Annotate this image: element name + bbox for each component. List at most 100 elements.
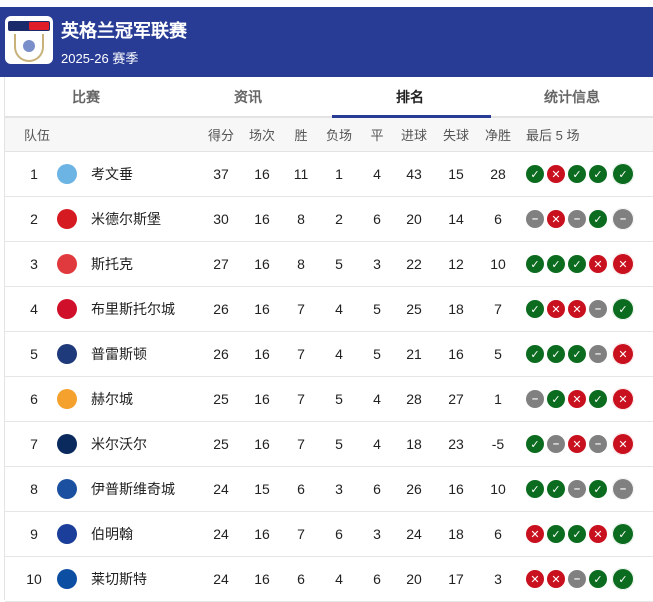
- loss-icon[interactable]: ✕: [589, 525, 607, 543]
- loss-icon[interactable]: ✕: [526, 525, 544, 543]
- win-icon[interactable]: ✓: [589, 570, 607, 588]
- draw-icon[interactable]: –: [547, 435, 565, 453]
- team-name[interactable]: 普雷斯顿: [91, 346, 147, 362]
- win-icon[interactable]: ✓: [568, 255, 586, 273]
- draw-icon[interactable]: –: [568, 210, 586, 228]
- draw-icon[interactable]: –: [612, 208, 634, 230]
- season-label: 2025-26 赛季: [61, 51, 139, 66]
- col-drawn: 平: [370, 128, 384, 143]
- win-icon[interactable]: ✓: [526, 345, 544, 363]
- win-icon[interactable]: ✓: [526, 435, 544, 453]
- loss-icon[interactable]: ✕: [547, 165, 565, 183]
- league-title: 英格兰冠军联赛: [61, 21, 187, 41]
- form-guide: – ✓ ✕ ✓ ✕: [526, 377, 634, 421]
- win-icon[interactable]: ✓: [526, 480, 544, 498]
- loss-icon[interactable]: ✕: [612, 253, 634, 275]
- cell-drawn: 6: [373, 211, 381, 227]
- win-icon[interactable]: ✓: [568, 165, 586, 183]
- team-name[interactable]: 伯明翰: [91, 526, 133, 542]
- cell-ga: 12: [448, 256, 464, 272]
- win-icon[interactable]: ✓: [547, 525, 565, 543]
- cell-gf: 22: [406, 256, 422, 272]
- loss-icon[interactable]: ✕: [612, 433, 634, 455]
- col-pts: 得分: [207, 128, 234, 143]
- team-name[interactable]: 米尔沃尔: [91, 436, 147, 452]
- tab-standings[interactable]: 排名: [329, 77, 491, 118]
- win-icon[interactable]: ✓: [589, 480, 607, 498]
- team-name[interactable]: 莱切斯特: [91, 571, 147, 587]
- loss-icon[interactable]: ✕: [568, 300, 586, 318]
- win-icon[interactable]: ✓: [526, 255, 544, 273]
- cell-won: 6: [297, 571, 305, 587]
- win-icon[interactable]: ✓: [612, 163, 634, 185]
- cell-rank: 7: [30, 436, 38, 452]
- team-badge-icon: [57, 164, 77, 184]
- team-name[interactable]: 赫尔城: [91, 391, 133, 407]
- win-icon[interactable]: ✓: [547, 255, 565, 273]
- cell-rank: 8: [30, 481, 38, 497]
- tab-stats[interactable]: 统计信息: [544, 89, 600, 105]
- win-icon[interactable]: ✓: [612, 523, 634, 545]
- loss-icon[interactable]: ✕: [547, 300, 565, 318]
- loss-icon[interactable]: ✕: [568, 390, 586, 408]
- team-name[interactable]: 米德尔斯堡: [91, 211, 161, 227]
- draw-icon[interactable]: –: [526, 210, 544, 228]
- table-row[interactable]: 8 24 15 6 3 6 26 16 10 伊普斯维奇城 ✓ ✓ – ✓ –: [5, 467, 653, 512]
- cell-ga: 16: [448, 346, 464, 362]
- table-row[interactable]: 4 26 16 7 4 5 25 18 7 布里斯托尔城 ✓ ✕ ✕ – ✓: [5, 287, 653, 332]
- win-icon[interactable]: ✓: [568, 525, 586, 543]
- cell-rank: 10: [26, 571, 42, 587]
- cell-rank: 6: [30, 391, 38, 407]
- loss-icon[interactable]: ✕: [568, 435, 586, 453]
- win-icon[interactable]: ✓: [589, 390, 607, 408]
- team-name[interactable]: 斯托克: [91, 256, 133, 272]
- col-team: 队伍: [24, 128, 51, 143]
- draw-icon[interactable]: –: [568, 570, 586, 588]
- form-guide: ✓ ✓ – ✓ –: [526, 467, 634, 511]
- cell-won: 6: [297, 481, 305, 497]
- win-icon[interactable]: ✓: [612, 568, 634, 590]
- win-icon[interactable]: ✓: [612, 298, 634, 320]
- cell-pts: 37: [213, 166, 229, 182]
- loss-icon[interactable]: ✕: [589, 255, 607, 273]
- cell-played: 15: [254, 481, 270, 497]
- win-icon[interactable]: ✓: [547, 345, 565, 363]
- cell-gf: 18: [406, 436, 422, 452]
- loss-icon[interactable]: ✕: [612, 343, 634, 365]
- tab-news[interactable]: 资讯: [234, 89, 262, 105]
- loss-icon[interactable]: ✕: [547, 570, 565, 588]
- win-icon[interactable]: ✓: [568, 345, 586, 363]
- draw-icon[interactable]: –: [589, 345, 607, 363]
- table-row[interactable]: 6 25 16 7 5 4 28 27 1 赫尔城 – ✓ ✕ ✓ ✕: [5, 377, 653, 422]
- cell-drawn: 6: [373, 571, 381, 587]
- team-name[interactable]: 考文垂: [91, 166, 133, 182]
- draw-icon[interactable]: –: [589, 300, 607, 318]
- loss-icon[interactable]: ✕: [547, 210, 565, 228]
- draw-icon[interactable]: –: [568, 480, 586, 498]
- draw-icon[interactable]: –: [589, 435, 607, 453]
- win-icon[interactable]: ✓: [589, 165, 607, 183]
- table-row[interactable]: 5 26 16 7 4 5 21 16 5 普雷斯顿 ✓ ✓ ✓ – ✕: [5, 332, 653, 377]
- win-icon[interactable]: ✓: [526, 165, 544, 183]
- loss-icon[interactable]: ✕: [526, 570, 544, 588]
- draw-icon[interactable]: –: [526, 390, 544, 408]
- win-icon[interactable]: ✓: [547, 480, 565, 498]
- table-row[interactable]: 1 37 16 11 1 4 43 15 28 考文垂 ✓ ✕ ✓ ✓ ✓: [5, 152, 653, 197]
- team-name[interactable]: 布里斯托尔城: [91, 301, 175, 317]
- table-row[interactable]: 3 27 16 8 5 3 22 12 10 斯托克 ✓ ✓ ✓ ✕ ✕: [5, 242, 653, 287]
- draw-icon[interactable]: –: [612, 478, 634, 500]
- table-row[interactable]: 10 24 16 6 4 6 20 17 3 莱切斯特 ✕ ✕ – ✓ ✓: [5, 557, 653, 602]
- tab-matches[interactable]: 比赛: [72, 89, 100, 105]
- col-ga: 失球: [442, 128, 469, 143]
- team-name[interactable]: 伊普斯维奇城: [91, 481, 175, 497]
- table-row[interactable]: 2 30 16 8 2 6 20 14 6 米德尔斯堡 – ✕ – ✓ –: [5, 197, 653, 242]
- win-icon[interactable]: ✓: [526, 300, 544, 318]
- table-row[interactable]: 7 25 16 7 5 4 18 23 -5 米尔沃尔 ✓ – ✕ – ✕: [5, 422, 653, 467]
- cell-pts: 27: [213, 256, 229, 272]
- cell-pts: 24: [213, 571, 229, 587]
- table-row[interactable]: 9 24 16 7 6 3 24 18 6 伯明翰 ✕ ✓ ✓ ✕ ✓: [5, 512, 653, 557]
- win-icon[interactable]: ✓: [589, 210, 607, 228]
- loss-icon[interactable]: ✕: [612, 388, 634, 410]
- form-guide: ✓ ✕ ✕ – ✓: [526, 287, 634, 331]
- win-icon[interactable]: ✓: [547, 390, 565, 408]
